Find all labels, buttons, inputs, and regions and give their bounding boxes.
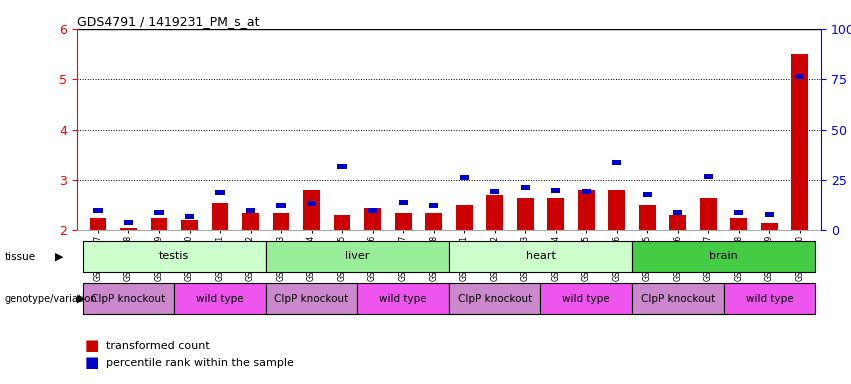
- Bar: [151, 218, 168, 230]
- Bar: [517, 198, 534, 230]
- Bar: [243, 213, 259, 230]
- Bar: [704, 174, 713, 179]
- Bar: [448, 283, 540, 314]
- Bar: [429, 203, 438, 208]
- Bar: [639, 205, 655, 230]
- Bar: [368, 208, 377, 213]
- Text: ▶: ▶: [55, 252, 64, 262]
- Text: ClpP knockout: ClpP knockout: [275, 293, 349, 304]
- Bar: [277, 203, 286, 208]
- Bar: [761, 223, 778, 230]
- Bar: [215, 190, 225, 195]
- Bar: [120, 228, 137, 230]
- Bar: [357, 283, 449, 314]
- Text: ▶: ▶: [77, 294, 85, 304]
- Text: ClpP knockout: ClpP knockout: [458, 293, 532, 304]
- Bar: [246, 208, 255, 213]
- Bar: [272, 213, 289, 230]
- Bar: [83, 241, 266, 271]
- Bar: [456, 205, 472, 230]
- Bar: [734, 210, 744, 215]
- Bar: [448, 241, 632, 271]
- Text: tissue: tissue: [4, 252, 36, 262]
- Bar: [490, 189, 500, 194]
- Text: ClpP knockout: ClpP knockout: [641, 293, 715, 304]
- Bar: [303, 190, 320, 230]
- Bar: [307, 201, 317, 206]
- Bar: [730, 218, 747, 230]
- Bar: [124, 220, 133, 225]
- Bar: [670, 215, 686, 230]
- Text: testis: testis: [159, 251, 190, 262]
- Text: ■: ■: [85, 355, 100, 371]
- Bar: [338, 164, 346, 169]
- Bar: [486, 195, 503, 230]
- Text: transformed count: transformed count: [106, 341, 210, 351]
- Bar: [94, 208, 103, 213]
- Text: liver: liver: [346, 251, 369, 262]
- Bar: [212, 203, 228, 230]
- Bar: [608, 190, 625, 230]
- Text: genotype/variation: genotype/variation: [4, 294, 97, 304]
- Text: percentile rank within the sample: percentile rank within the sample: [106, 358, 294, 368]
- Bar: [673, 210, 683, 215]
- Bar: [185, 214, 194, 219]
- Bar: [551, 187, 560, 193]
- Text: wild type: wild type: [197, 293, 244, 304]
- Text: heart: heart: [526, 251, 556, 262]
- Bar: [795, 74, 804, 79]
- Text: wild type: wild type: [563, 293, 610, 304]
- Bar: [791, 54, 808, 230]
- Bar: [581, 189, 591, 194]
- Bar: [154, 210, 163, 215]
- Bar: [460, 175, 469, 180]
- Bar: [521, 185, 530, 190]
- Bar: [83, 283, 174, 314]
- Text: wild type: wild type: [380, 293, 427, 304]
- Text: wild type: wild type: [745, 293, 793, 304]
- Bar: [547, 198, 564, 230]
- Bar: [540, 283, 632, 314]
- Text: ■: ■: [85, 338, 100, 353]
- Bar: [632, 283, 723, 314]
- Bar: [723, 283, 815, 314]
- Bar: [426, 213, 442, 230]
- Bar: [578, 190, 595, 230]
- Bar: [700, 198, 717, 230]
- Bar: [89, 218, 106, 230]
- Text: brain: brain: [709, 251, 738, 262]
- Bar: [765, 212, 774, 217]
- Text: ClpP knockout: ClpP knockout: [91, 293, 166, 304]
- Bar: [395, 213, 412, 230]
- Bar: [398, 200, 408, 205]
- Bar: [174, 283, 266, 314]
- Bar: [266, 283, 357, 314]
- Bar: [643, 192, 652, 197]
- Bar: [364, 208, 381, 230]
- Bar: [612, 160, 621, 165]
- Bar: [632, 241, 815, 271]
- Bar: [334, 215, 351, 230]
- Bar: [181, 220, 198, 230]
- Text: GDS4791 / 1419231_PM_s_at: GDS4791 / 1419231_PM_s_at: [77, 15, 259, 28]
- Bar: [266, 241, 448, 271]
